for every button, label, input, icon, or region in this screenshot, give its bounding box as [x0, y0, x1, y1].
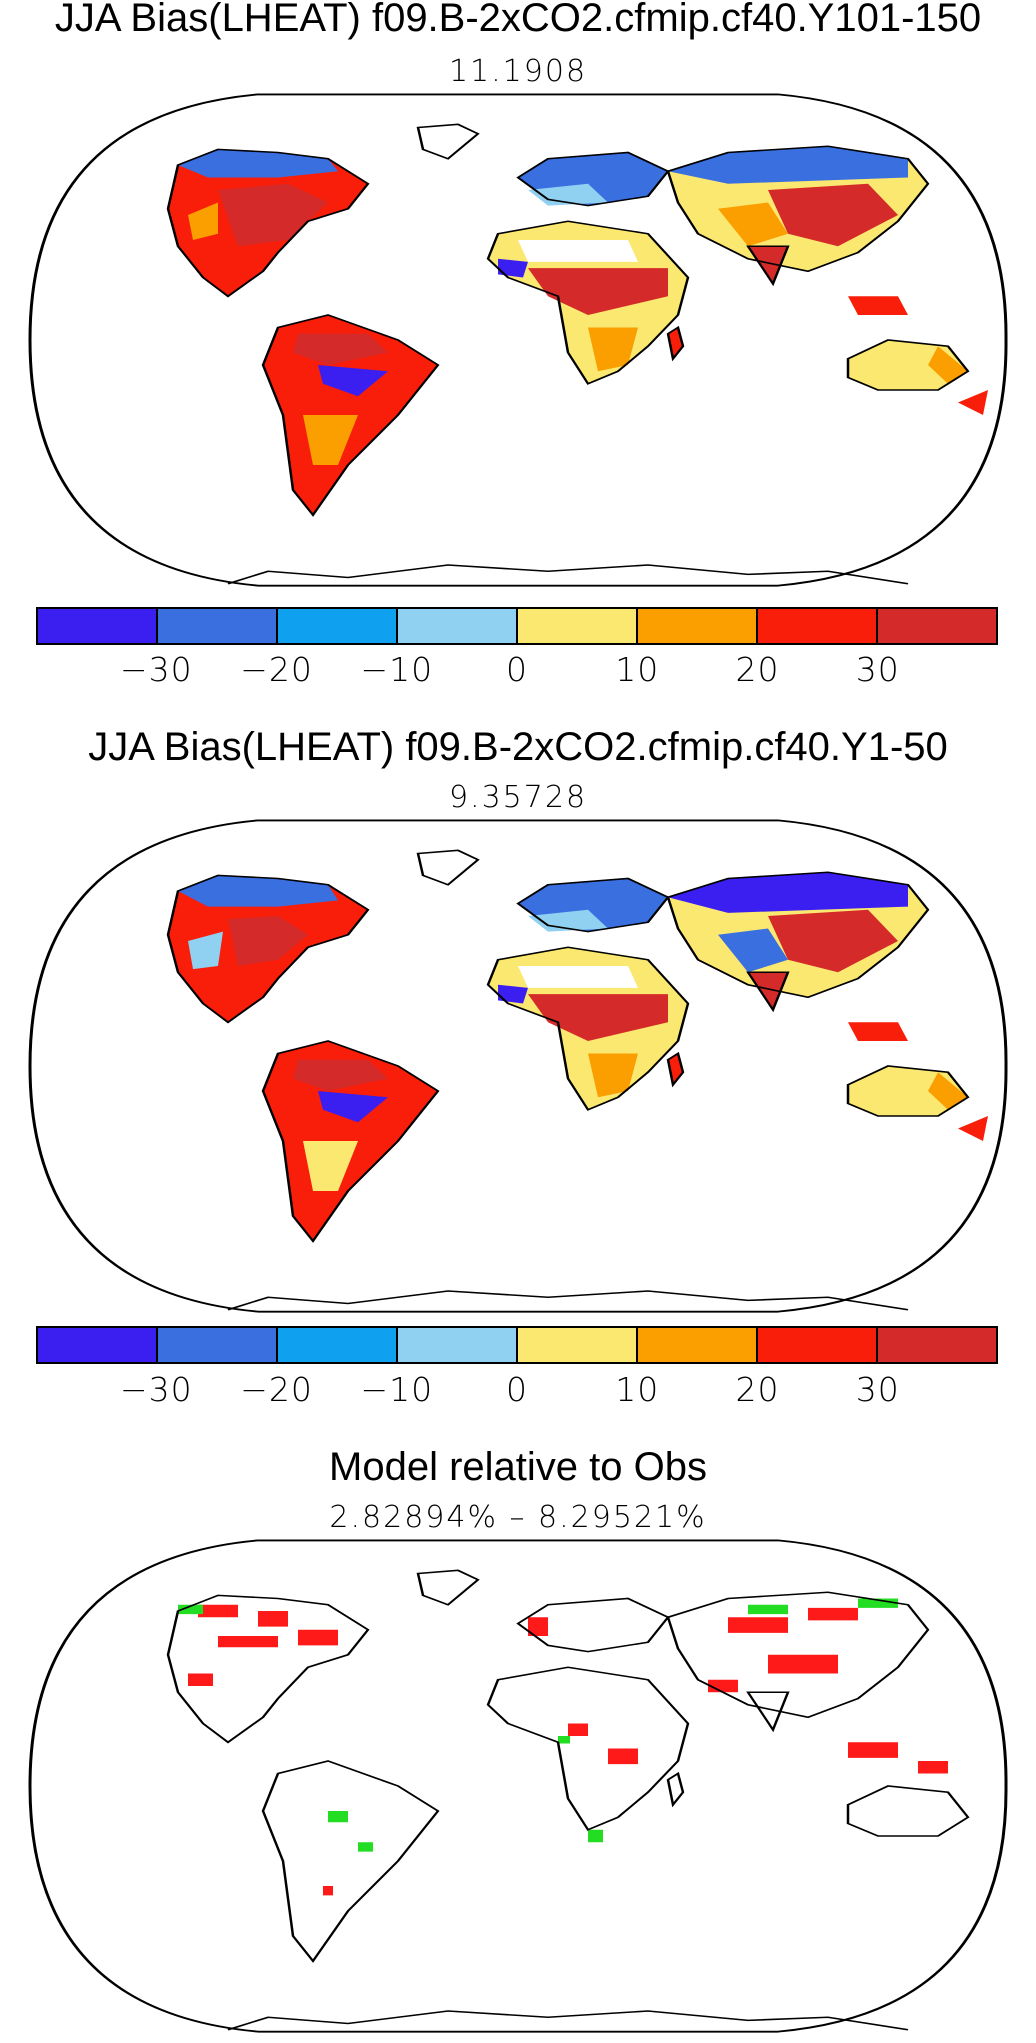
panel-1-subtitle: 11.1908	[448, 54, 588, 89]
panel-3-map	[28, 1539, 1008, 2033]
colorbar-tick-label: 0	[506, 650, 528, 689]
colorbar-segment	[278, 609, 398, 643]
colorbar-segment	[398, 1328, 518, 1362]
colorbar-segment	[518, 1328, 638, 1362]
panel-3: Model relative to Obs 2.82894% – 8.29521…	[0, 1440, 1036, 2043]
colorbar-tick-label: 0	[506, 1370, 528, 1409]
colorbar-segment	[518, 609, 638, 643]
colorbar-tick-label: 30	[855, 650, 900, 689]
worse-markers	[188, 1604, 948, 1896]
panel-2-subtitle: 9.35728	[448, 780, 588, 815]
colorbar-tick-label: 10	[615, 1370, 660, 1409]
colorbar-segment	[638, 609, 758, 643]
map-frame	[28, 1539, 1008, 2033]
panel-2-colorbar	[36, 1326, 998, 1364]
colorbar-tick-label: 20	[735, 1370, 780, 1409]
colorbar-tick-label: 30	[855, 1370, 900, 1409]
colorbar-segment	[278, 1328, 398, 1362]
colorbar-tick-label: −20	[240, 1370, 313, 1409]
colorbar-segment	[38, 1328, 158, 1362]
colorbar-tick-label: −30	[119, 650, 193, 689]
colorbar-tick-label: 10	[615, 650, 660, 689]
colorbar-segment	[878, 1328, 996, 1362]
colorbar-segment	[758, 609, 878, 643]
panel-2-map	[28, 819, 1008, 1313]
bias-field	[168, 872, 988, 1241]
panel-1: JJA Bias(LHEAT) f09.B-2xCO2.cfmip.cf40.Y…	[0, 0, 1036, 700]
significance-markers	[178, 1598, 948, 1896]
colorbar-segment	[38, 609, 158, 643]
colorbar-segment	[758, 1328, 878, 1362]
colorbar-tick-label: 20	[735, 650, 780, 689]
panel-2-title: JJA Bias(LHEAT) f09.B-2xCO2.cfmip.cf40.Y…	[88, 725, 948, 769]
panel-1-colorbar	[36, 607, 998, 645]
colorbar-tick-label: −10	[360, 650, 434, 689]
panel-3-title: Model relative to Obs	[329, 1445, 707, 1489]
panel-3-subtitle: 2.82894% – 8.29521%	[329, 1500, 707, 1535]
better-markers	[178, 1598, 898, 1852]
panel-2-colorbar-ticks: −30 −20 −10 0 10 20 30	[36, 1370, 998, 1410]
colorbar-tick-label: −10	[360, 1370, 434, 1409]
panel-1-colorbar-ticks: −30 −20 −10 0 10 20 30	[36, 650, 998, 690]
colorbar-tick-label: −30	[119, 1370, 193, 1409]
colorbar-segment	[878, 609, 996, 643]
bias-field	[168, 146, 988, 515]
colorbar-tick-label: −20	[240, 650, 313, 689]
colorbar-segment	[398, 609, 518, 643]
panel-2: JJA Bias(LHEAT) f09.B-2xCO2.cfmip.cf40.Y…	[0, 720, 1036, 1420]
colorbar-segment	[158, 609, 278, 643]
colorbar-segment	[158, 1328, 278, 1362]
colorbar-segment	[638, 1328, 758, 1362]
panel-1-map	[28, 93, 1008, 587]
panel-1-title: JJA Bias(LHEAT) f09.B-2xCO2.cfmip.cf40.Y…	[54, 0, 982, 40]
